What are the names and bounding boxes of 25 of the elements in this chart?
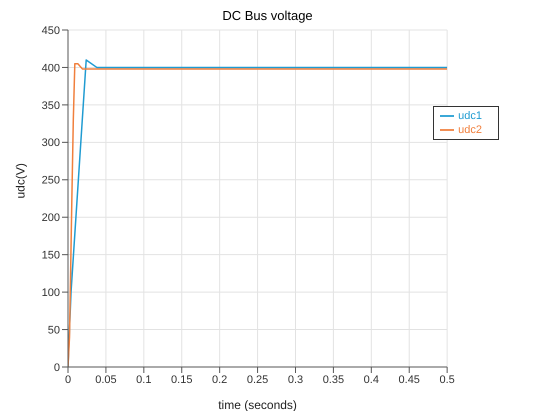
y-tick-label: 100 [42, 287, 60, 300]
y-tick-label: 400 [42, 62, 60, 74]
x-tick-label: 0.15 [171, 374, 192, 386]
y-tick-label: 450 [42, 24, 60, 37]
x-tick-label: 0.25 [246, 374, 268, 386]
x-tick-label: 0.5 [439, 374, 455, 386]
y-tick-label: 350 [42, 100, 60, 112]
y-tick-label: 0 [54, 362, 60, 374]
x-tick-label: 0.2 [212, 374, 228, 386]
y-tick-label: 200 [42, 212, 60, 224]
y-axis-title: udc(V) [13, 163, 28, 198]
legend-label: udc2 [458, 124, 482, 136]
chart-title: DC Bus voltage [221, 8, 314, 25]
y-tick-label: 50 [48, 324, 60, 336]
x-tick-label: 0.1 [136, 374, 152, 386]
x-tick-label: 0.35 [322, 374, 344, 386]
x-tick-label: 0 [64, 374, 72, 386]
x-tick-label: 0.05 [95, 374, 117, 386]
x-tick-label: 0.4 [364, 374, 379, 386]
legend-label: udc1 [458, 110, 482, 122]
y-tick-label: 250 [42, 174, 60, 187]
x-tick-label: 0.45 [398, 374, 420, 386]
x-tick-label: 0.3 [288, 374, 304, 386]
y-tick-label: 150 [42, 250, 60, 262]
y-tick-label: 300 [42, 137, 60, 150]
